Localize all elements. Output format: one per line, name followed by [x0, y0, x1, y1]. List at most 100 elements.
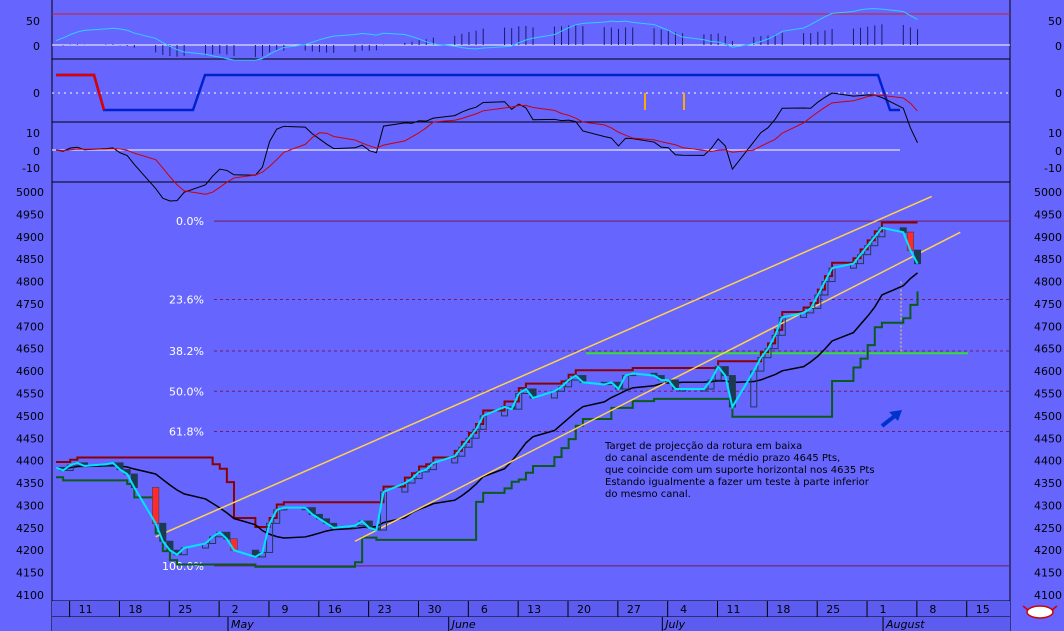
day-tick-label: 15: [976, 603, 990, 616]
price-tick-right: 4400: [1034, 455, 1062, 468]
annotation-line-1: Target de projecção da rotura em baixa: [604, 441, 802, 452]
price-tick-right: 5000: [1034, 186, 1062, 199]
upward-arrow-icon: [880, 410, 902, 428]
month-label: August: [885, 618, 925, 631]
fib-level-label: 23.6%: [169, 293, 204, 306]
panel2-tick-0-left: 0: [33, 87, 40, 100]
day-tick-label: 13: [527, 603, 541, 616]
price-axis-left: 5000 4950 4900 4850 4800 4750 4700 4650 4600 4550…: [16, 186, 44, 602]
month-axis-band: [52, 617, 1010, 631]
fib-level-label: 100.0%: [162, 560, 204, 573]
panel2-tick-0-right: 0: [1055, 87, 1062, 100]
annotation-line-3: que coincide com um suporte horizontal n…: [605, 465, 875, 476]
price-tick-left: 4750: [16, 298, 44, 311]
day-tick-label: 4: [680, 603, 687, 616]
price-tick-right: 4150: [1034, 567, 1062, 580]
price-tick-left: 4150: [16, 567, 44, 580]
price-tick-right: 4250: [1034, 522, 1062, 535]
moving-average-line: [55, 272, 918, 539]
annotation-line-2: do canal ascendente de médio prazo 4645 …: [605, 452, 840, 464]
day-tick-label: 6: [481, 603, 488, 616]
annotation-line-4: Estando igualmente a fazer um teste à pa…: [605, 476, 870, 488]
month-label: July: [663, 618, 685, 631]
price-tick-left: 4250: [16, 522, 44, 535]
price-tick-left: 4500: [16, 410, 44, 423]
price-tick-left: 4800: [16, 276, 44, 289]
annotation-text: Target de projecção da rotura em baixa d…: [604, 441, 875, 500]
highlight-candle: [152, 487, 159, 524]
day-tick-label: 25: [826, 603, 840, 616]
month-label: June: [450, 618, 476, 631]
fib-level-label: 38.2%: [169, 345, 204, 358]
day-tick-label: 11: [727, 603, 741, 616]
price-tick-right: 4100: [1034, 589, 1062, 602]
month-label: May: [231, 618, 254, 631]
price-axis-right: 5000 4950 4900 4850 4800 4750 4700 4650 4600 4550…: [1034, 186, 1062, 602]
price-tick-left: 4450: [16, 432, 44, 445]
highlight-candle: [907, 232, 914, 251]
price-tick-left: 4700: [16, 320, 44, 333]
panel3-tick-10-left: 10: [26, 127, 40, 140]
price-tick-right: 4600: [1034, 365, 1062, 378]
day-tick-label: 1: [880, 603, 887, 616]
price-tick-left: 4100: [16, 589, 44, 602]
bull-logo-icon: [1022, 605, 1058, 619]
plot-area: [52, 0, 1010, 601]
fib-level-label: 50.0%: [169, 385, 204, 398]
panel1-tick-50-right: 50: [1048, 15, 1062, 28]
price-tick-left: 4950: [16, 208, 44, 221]
price-tick-left: 5000: [16, 186, 44, 199]
price-bands: [55, 221, 919, 568]
momentum-panel: [52, 8, 1010, 61]
channel-lower-line: [354, 231, 961, 542]
price-line-layer: [55, 226, 919, 559]
signal-panel: [52, 73, 1010, 112]
oscillator-signal-line: [55, 94, 918, 195]
price-tick-left: 4850: [16, 253, 44, 266]
price-tick-right: 4750: [1034, 298, 1062, 311]
day-tick-label: 16: [328, 603, 342, 616]
day-tick-label: 11: [79, 603, 93, 616]
day-tick-label: 20: [577, 603, 591, 616]
highlight-candle: [231, 539, 237, 551]
panel3-tick-0-left: 0: [33, 145, 40, 158]
upper-band-line: [56, 221, 918, 528]
price-tick-right: 4500: [1034, 410, 1062, 423]
day-tick-label: 25: [178, 603, 192, 616]
close-price-line: [55, 226, 919, 559]
day-axis-band: [52, 601, 1010, 617]
price-tick-left: 4300: [16, 499, 44, 512]
oscillator-line: [55, 92, 918, 202]
fib-level-label: 61.8%: [169, 426, 204, 439]
panel1-tick-0-left: 0: [33, 40, 40, 53]
day-tick-label: 27: [627, 603, 641, 616]
day-tick-label: 23: [378, 603, 392, 616]
price-tick-left: 4550: [16, 388, 44, 401]
day-tick-label: 18: [776, 603, 790, 616]
price-tick-right: 4450: [1034, 432, 1062, 445]
panel1-tick-0-right: 0: [1055, 40, 1062, 53]
price-tick-left: 4900: [16, 231, 44, 244]
price-tick-left: 4350: [16, 477, 44, 490]
panel3-tick-neg10-left: -10: [22, 162, 40, 175]
fib-level-label: 0.0%: [176, 215, 204, 228]
day-tick-label: 8: [929, 603, 936, 616]
panel3-tick-10-right: 10: [1048, 127, 1062, 140]
price-tick-right: 4650: [1034, 343, 1062, 356]
panel3-tick-0-right: 0: [1055, 145, 1062, 158]
panel1-line: [55, 8, 918, 61]
price-tick-right: 4700: [1034, 320, 1062, 333]
signal-line-red: [56, 73, 106, 111]
day-tick-label: 18: [128, 603, 142, 616]
price-tick-left: 4200: [16, 544, 44, 557]
oscillator-panel: [52, 92, 918, 202]
price-tick-left: 4600: [16, 365, 44, 378]
day-tick-label: 2: [232, 603, 239, 616]
price-tick-right: 4800: [1034, 276, 1062, 289]
panel1-tick-50-left: 50: [26, 15, 40, 28]
price-tick-right: 4850: [1034, 253, 1062, 266]
price-tick-left: 4400: [16, 455, 44, 468]
price-tick-right: 4200: [1034, 544, 1062, 557]
